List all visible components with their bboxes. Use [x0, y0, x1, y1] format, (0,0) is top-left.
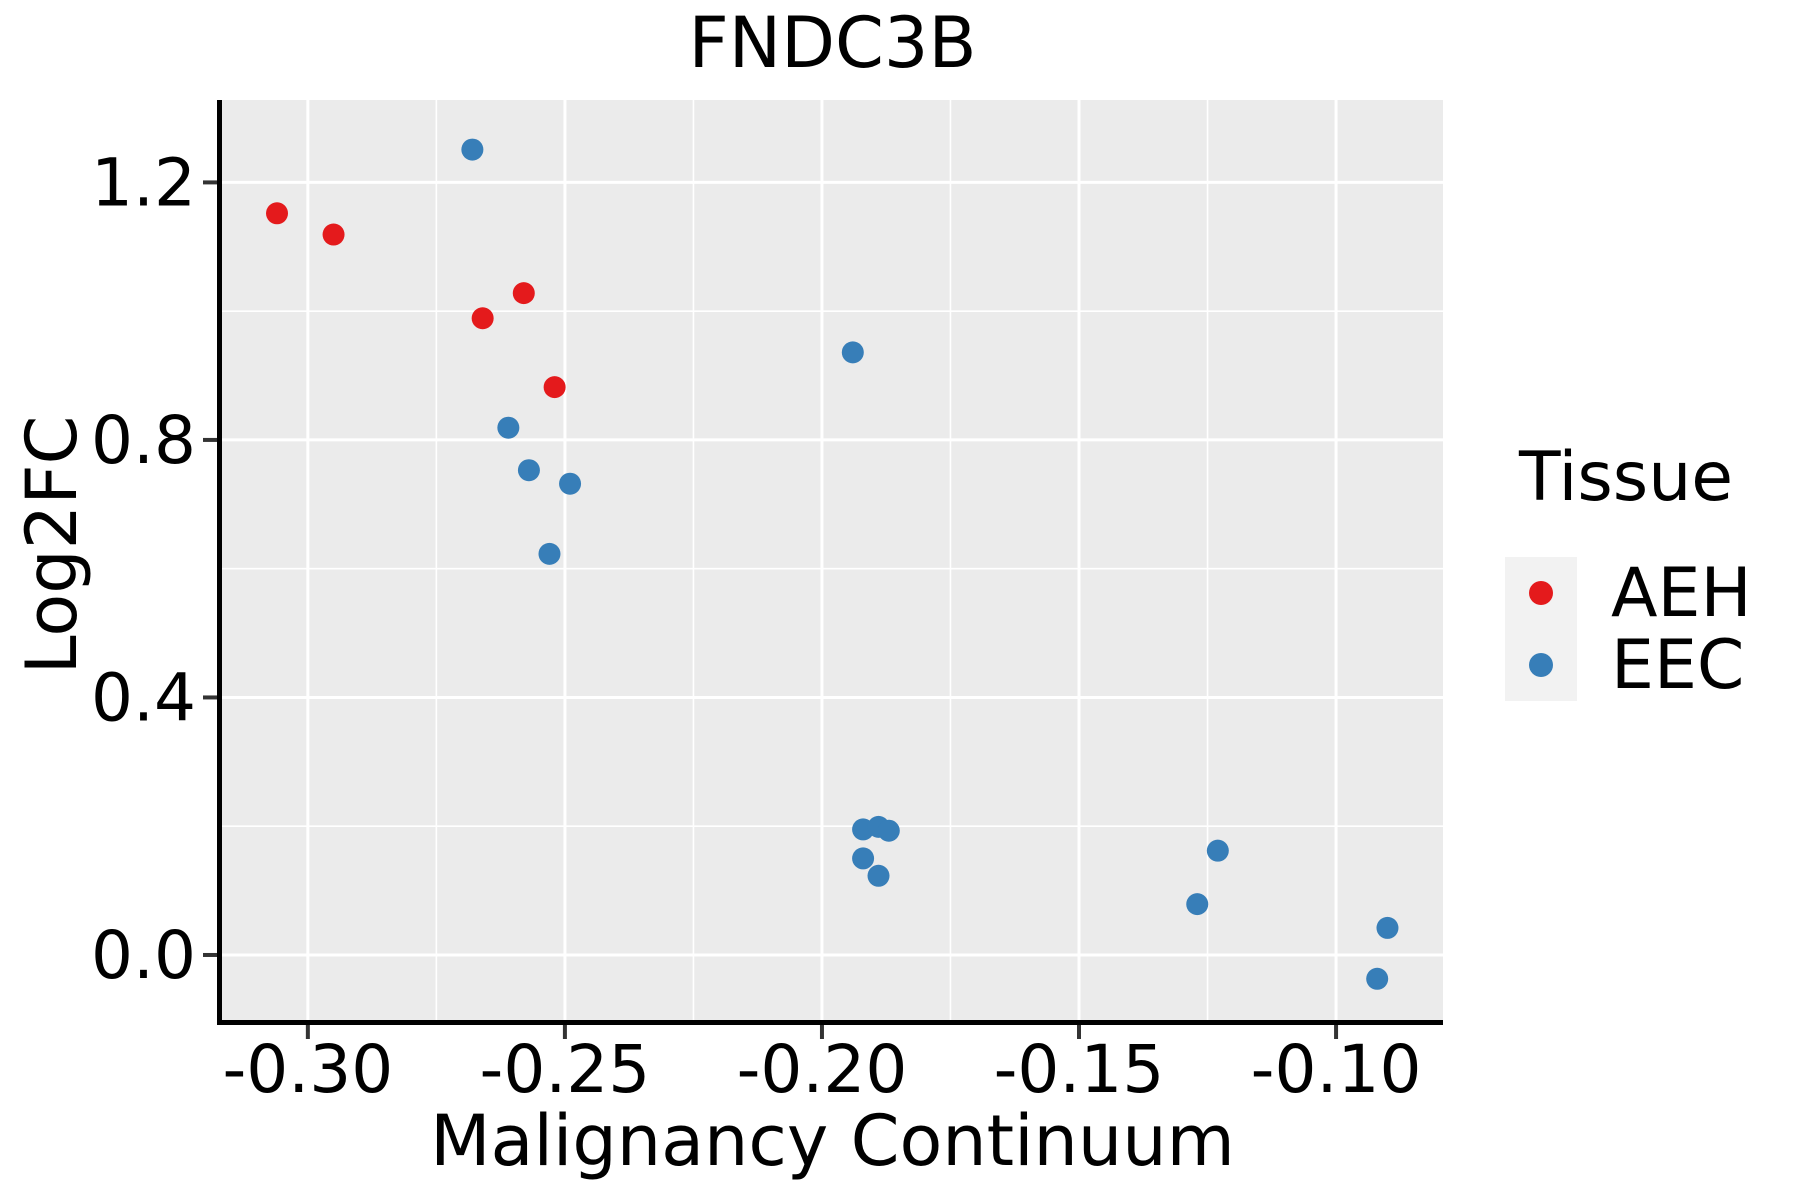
data-point-eec	[538, 542, 561, 565]
data-point-eec	[517, 459, 540, 482]
x-tick-label: -0.20	[737, 1031, 908, 1108]
data-point-aeh	[512, 282, 535, 305]
x-tick-label: -0.15	[994, 1031, 1165, 1108]
aeh-dot-icon	[1529, 581, 1553, 605]
legend-title: Tissue	[1519, 438, 1734, 517]
data-point-eec	[1366, 967, 1389, 990]
data-point-eec	[841, 341, 864, 364]
y-tick-label: 1.2	[91, 144, 196, 221]
panel-background	[222, 100, 1443, 1020]
x-tick-label: -0.25	[480, 1031, 651, 1108]
legend-label-eec: EEC	[1611, 625, 1745, 705]
data-point-eec	[559, 472, 582, 495]
data-point-eec	[461, 138, 484, 161]
legend-label-aeh: AEH	[1611, 553, 1752, 633]
y-tick-label: 0.8	[91, 402, 196, 479]
data-point-eec	[852, 847, 875, 870]
legend-items: AEH EEC	[1505, 554, 1752, 705]
eec-dot-icon	[1529, 653, 1553, 677]
x-tick-label: -0.30	[222, 1031, 393, 1108]
legend-key	[1505, 629, 1577, 701]
x-axis-title: Malignancy Continuum	[430, 1100, 1235, 1182]
data-point-aeh	[266, 202, 289, 225]
x-tick-label: -0.10	[1251, 1031, 1422, 1108]
chart-title: FNDC3B	[688, 2, 977, 84]
legend-item-aeh: AEH	[1505, 554, 1752, 633]
data-point-eec	[497, 416, 520, 439]
legend-item-eec: EEC	[1505, 626, 1752, 705]
data-point-aeh	[543, 376, 566, 399]
data-point-eec	[877, 819, 900, 842]
data-point-eec	[1376, 916, 1399, 939]
legend: Tissue AEH EEC	[1505, 438, 1752, 705]
data-point-eec	[867, 864, 890, 887]
data-point-eec	[1186, 893, 1209, 916]
y-tick-label: 0.4	[91, 659, 196, 736]
data-point-eec	[1206, 839, 1229, 862]
y-tick-label: 0.0	[91, 917, 196, 994]
data-point-aeh	[322, 223, 345, 246]
data-point-aeh	[471, 307, 494, 330]
legend-key	[1505, 557, 1577, 629]
